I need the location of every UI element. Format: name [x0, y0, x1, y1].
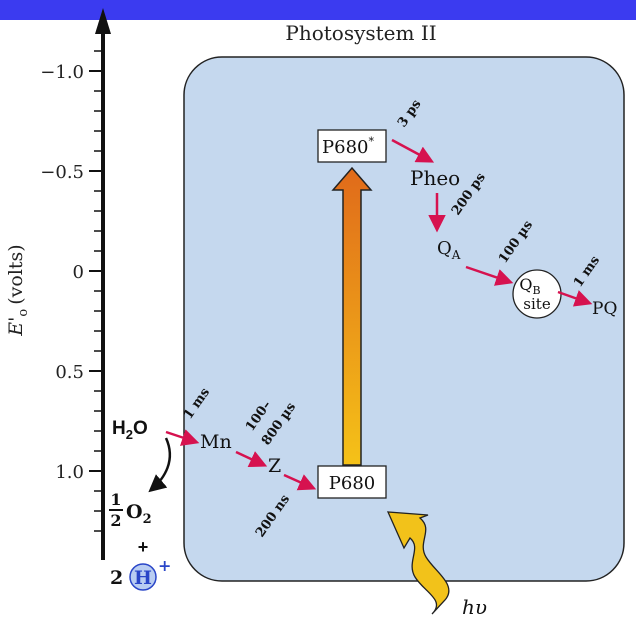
p680-star-node: P680*	[317, 129, 387, 163]
svg-text:1: 1	[110, 490, 121, 509]
proton-label: 2 H +	[110, 556, 171, 591]
pq-node: PQ	[592, 299, 617, 319]
svg-text:P680: P680	[329, 473, 375, 494]
diagram-title: Photosystem II	[285, 21, 436, 45]
svg-text:P680*: P680*	[322, 135, 374, 158]
arrow-mn-z	[235, 450, 268, 468]
arrow-qb-pq	[557, 290, 593, 307]
mn-node: Mn	[200, 431, 232, 453]
oxidation-arrow	[148, 437, 172, 493]
light-wave-icon	[386, 511, 450, 615]
svg-text:2: 2	[110, 567, 123, 589]
oxygen-label: 1 2 O2	[109, 490, 152, 530]
arrow-qa-qb	[465, 265, 514, 286]
svg-text:2: 2	[110, 511, 121, 530]
axis-arrowhead	[95, 8, 111, 34]
axis-tick-label: 0.5	[55, 362, 84, 383]
axis-tick-label: 0	[73, 262, 84, 283]
photosystem-box	[183, 56, 625, 582]
p680-node: P680	[317, 465, 387, 499]
electron-transfer-arrows	[165, 138, 593, 491]
header-bar	[0, 0, 636, 20]
axis-tick-label: −0.5	[40, 162, 84, 183]
light-label: hυ	[462, 595, 487, 619]
svg-text:QB: QB	[519, 275, 540, 297]
potential-axis: −1.0 −0.5 0 0.5 1.0 E'o(volts)	[5, 8, 111, 560]
arrow-water-mn	[165, 429, 200, 446]
svg-text:+: +	[158, 556, 171, 575]
water-label: H2O	[112, 418, 148, 442]
qa-node: QA	[437, 238, 461, 262]
pheo-node: Pheo	[410, 166, 460, 190]
svg-text:H: H	[134, 567, 152, 589]
svg-text:site: site	[523, 295, 551, 313]
z-node: Z	[268, 455, 281, 477]
axis-tick-label: 1.0	[55, 462, 84, 483]
qb-site-node: QB site	[512, 269, 562, 319]
axis-label: E'o(volts)	[5, 244, 31, 336]
excitation-arrow	[331, 166, 373, 466]
arrow-p680star-pheo	[391, 138, 435, 163]
axis-tick-label: −1.0	[40, 62, 84, 83]
svg-text:O2: O2	[126, 501, 152, 527]
arrow-z-p680	[283, 473, 317, 491]
plus-sign: +	[138, 537, 149, 557]
